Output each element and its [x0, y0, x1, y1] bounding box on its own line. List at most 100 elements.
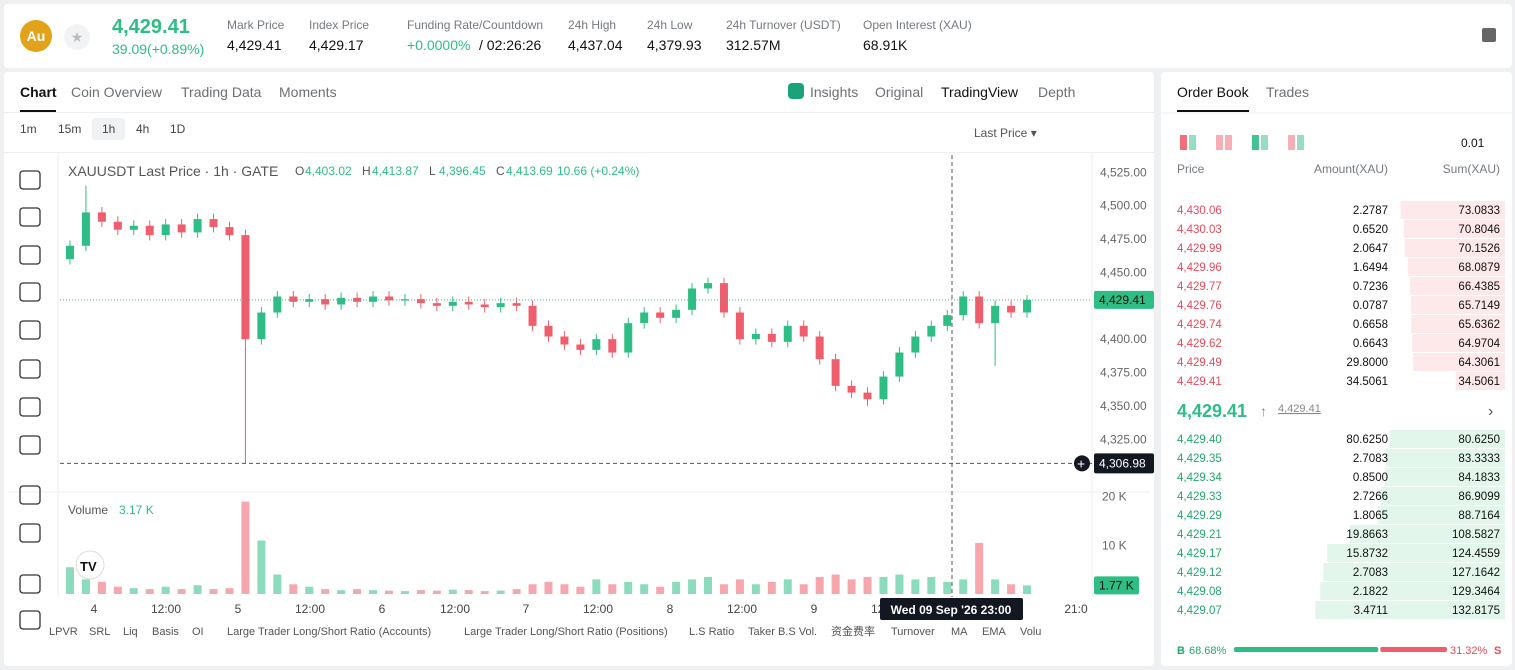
drawing-tool[interactable]	[19, 523, 41, 543]
ohlc-value: 4,396.45	[439, 164, 486, 178]
interval[interactable]: 1h	[92, 118, 126, 140]
indicator-tab[interactable]: Basis	[152, 626, 179, 638]
drawing-tool[interactable]	[19, 359, 41, 379]
candle-body	[97, 212, 106, 222]
indicator-tab[interactable]: LPVR	[49, 626, 78, 638]
volume-bar	[369, 590, 378, 594]
indicator-tab[interactable]: Liq	[123, 626, 138, 638]
ohlc-key: O	[295, 164, 304, 178]
menu-icon[interactable]	[1482, 28, 1496, 42]
drawing-tool[interactable]	[19, 245, 41, 265]
interval[interactable]: 1D	[170, 122, 186, 136]
volume-bar	[943, 581, 952, 594]
x-tick-label: 7	[523, 602, 530, 616]
interval[interactable]: 4h	[136, 122, 150, 136]
drawing-tool[interactable]	[19, 610, 41, 630]
layout-btn-a[interactable]	[1180, 135, 1187, 150]
last-volume-label: 1.77 K	[1099, 578, 1134, 592]
stat-label: Funding Rate/Countdown	[407, 18, 544, 32]
candle-body	[416, 299, 425, 304]
order-cell: 84.1833	[1458, 472, 1500, 484]
layout-btn-a[interactable]	[1288, 135, 1295, 150]
x-tick-label: 8	[667, 602, 674, 616]
drawing-tool[interactable]	[19, 485, 41, 505]
candle-body	[911, 336, 920, 353]
candle-body	[480, 304, 489, 308]
indicator-tab[interactable]: 资金费率	[831, 624, 875, 638]
interval[interactable]: 15m	[58, 122, 82, 136]
add-alert[interactable]	[1074, 455, 1090, 472]
volume-bar	[353, 589, 362, 594]
candle-body	[767, 333, 776, 342]
order-cell: 0.0787	[1353, 300, 1388, 312]
order-cell: 129.3464	[1452, 586, 1501, 598]
candle-body	[113, 221, 122, 230]
tab[interactable]: Trading Data	[181, 84, 262, 100]
view-tab[interactable]: Original	[875, 84, 924, 100]
indicator-tab[interactable]: Taker B.S Vol.	[748, 626, 817, 638]
precision[interactable]: 0.01	[1461, 136, 1485, 150]
chart-title: XAUUSDT Last Price · 1h · GATE	[68, 163, 278, 179]
order-cell: 4,429.49	[1177, 357, 1222, 369]
order-book-tab[interactable]: Trades	[1266, 84, 1309, 100]
interval[interactable]: 1m	[20, 122, 37, 136]
drawing-tool[interactable]	[19, 574, 41, 594]
candle-body	[863, 392, 872, 400]
view-tab[interactable]: TradingView	[941, 84, 1019, 100]
x-tick-label: 12:00	[295, 602, 325, 616]
buy-ratio-bar	[1234, 647, 1379, 652]
indicator-tab[interactable]: Volu	[1020, 626, 1041, 638]
volume-bar	[735, 579, 744, 594]
candle-body	[305, 299, 314, 302]
indicator-tab[interactable]: Large Trader Long/Short Ratio (Positions…	[464, 626, 668, 638]
indicator-tab[interactable]: Large Trader Long/Short Ratio (Accounts)	[227, 626, 431, 638]
volume-bar	[337, 590, 346, 594]
order-cell: 86.9099	[1458, 491, 1500, 503]
volume-bar	[560, 584, 569, 594]
order-cell: 34.5061	[1458, 376, 1500, 388]
stat-label: Open Interest (XAU)	[863, 18, 972, 32]
tab[interactable]: Chart	[20, 84, 57, 100]
candle-body	[241, 235, 250, 340]
drawing-tool[interactable]	[19, 282, 41, 302]
crosshair-time-label: Wed 09 Sep '26 23:00	[891, 603, 1012, 617]
layout-btn-b	[1297, 135, 1304, 150]
sell-ratio: 31.32%	[1450, 645, 1488, 657]
more-arrow[interactable]: ›	[1488, 403, 1493, 420]
indicator-tab[interactable]: MA	[951, 626, 968, 638]
order-cell: 70.1526	[1458, 243, 1500, 255]
volume-bar	[241, 501, 250, 594]
indicator-tab[interactable]: Turnover	[891, 626, 935, 638]
depth-bar	[1380, 487, 1505, 505]
order-book-tab[interactable]: Order Book	[1177, 84, 1250, 100]
drawing-tool[interactable]	[19, 435, 41, 455]
drawing-tool[interactable]	[19, 170, 41, 190]
indicator-tab[interactable]: L.S Ratio	[689, 626, 734, 638]
candle-body	[209, 219, 218, 228]
order-cell: 4,430.03	[1177, 224, 1222, 236]
candle-body	[145, 225, 154, 236]
layout-btn-a[interactable]	[1252, 135, 1259, 150]
indicator-tab[interactable]: EMA	[982, 626, 1007, 638]
stat-label: Mark Price	[227, 18, 285, 32]
order-cell: 68.0879	[1458, 262, 1500, 274]
order-cell: 127.1642	[1452, 567, 1500, 579]
layout-btn-a[interactable]	[1216, 135, 1223, 150]
candle-body	[257, 312, 266, 340]
volume-bar	[1023, 585, 1032, 594]
price-source[interactable]: Last Price ▾	[974, 126, 1037, 140]
candle-body	[81, 212, 90, 246]
ohlc-key: C	[496, 164, 505, 178]
column-header: Price	[1177, 162, 1205, 176]
drawing-tool[interactable]	[19, 320, 41, 340]
favorite-star[interactable]: ★	[64, 24, 90, 50]
tab[interactable]: Coin Overview	[71, 84, 163, 100]
candle-body	[129, 225, 138, 230]
tab[interactable]: Moments	[279, 84, 337, 100]
view-tab[interactable]: Depth	[1038, 84, 1076, 100]
drawing-tool[interactable]	[19, 207, 41, 227]
indicator-tab[interactable]: OI	[192, 626, 204, 638]
indicator-tab[interactable]: SRL	[89, 626, 110, 638]
drawing-tool[interactable]	[19, 397, 41, 417]
view-tab[interactable]: Insights	[810, 84, 859, 100]
